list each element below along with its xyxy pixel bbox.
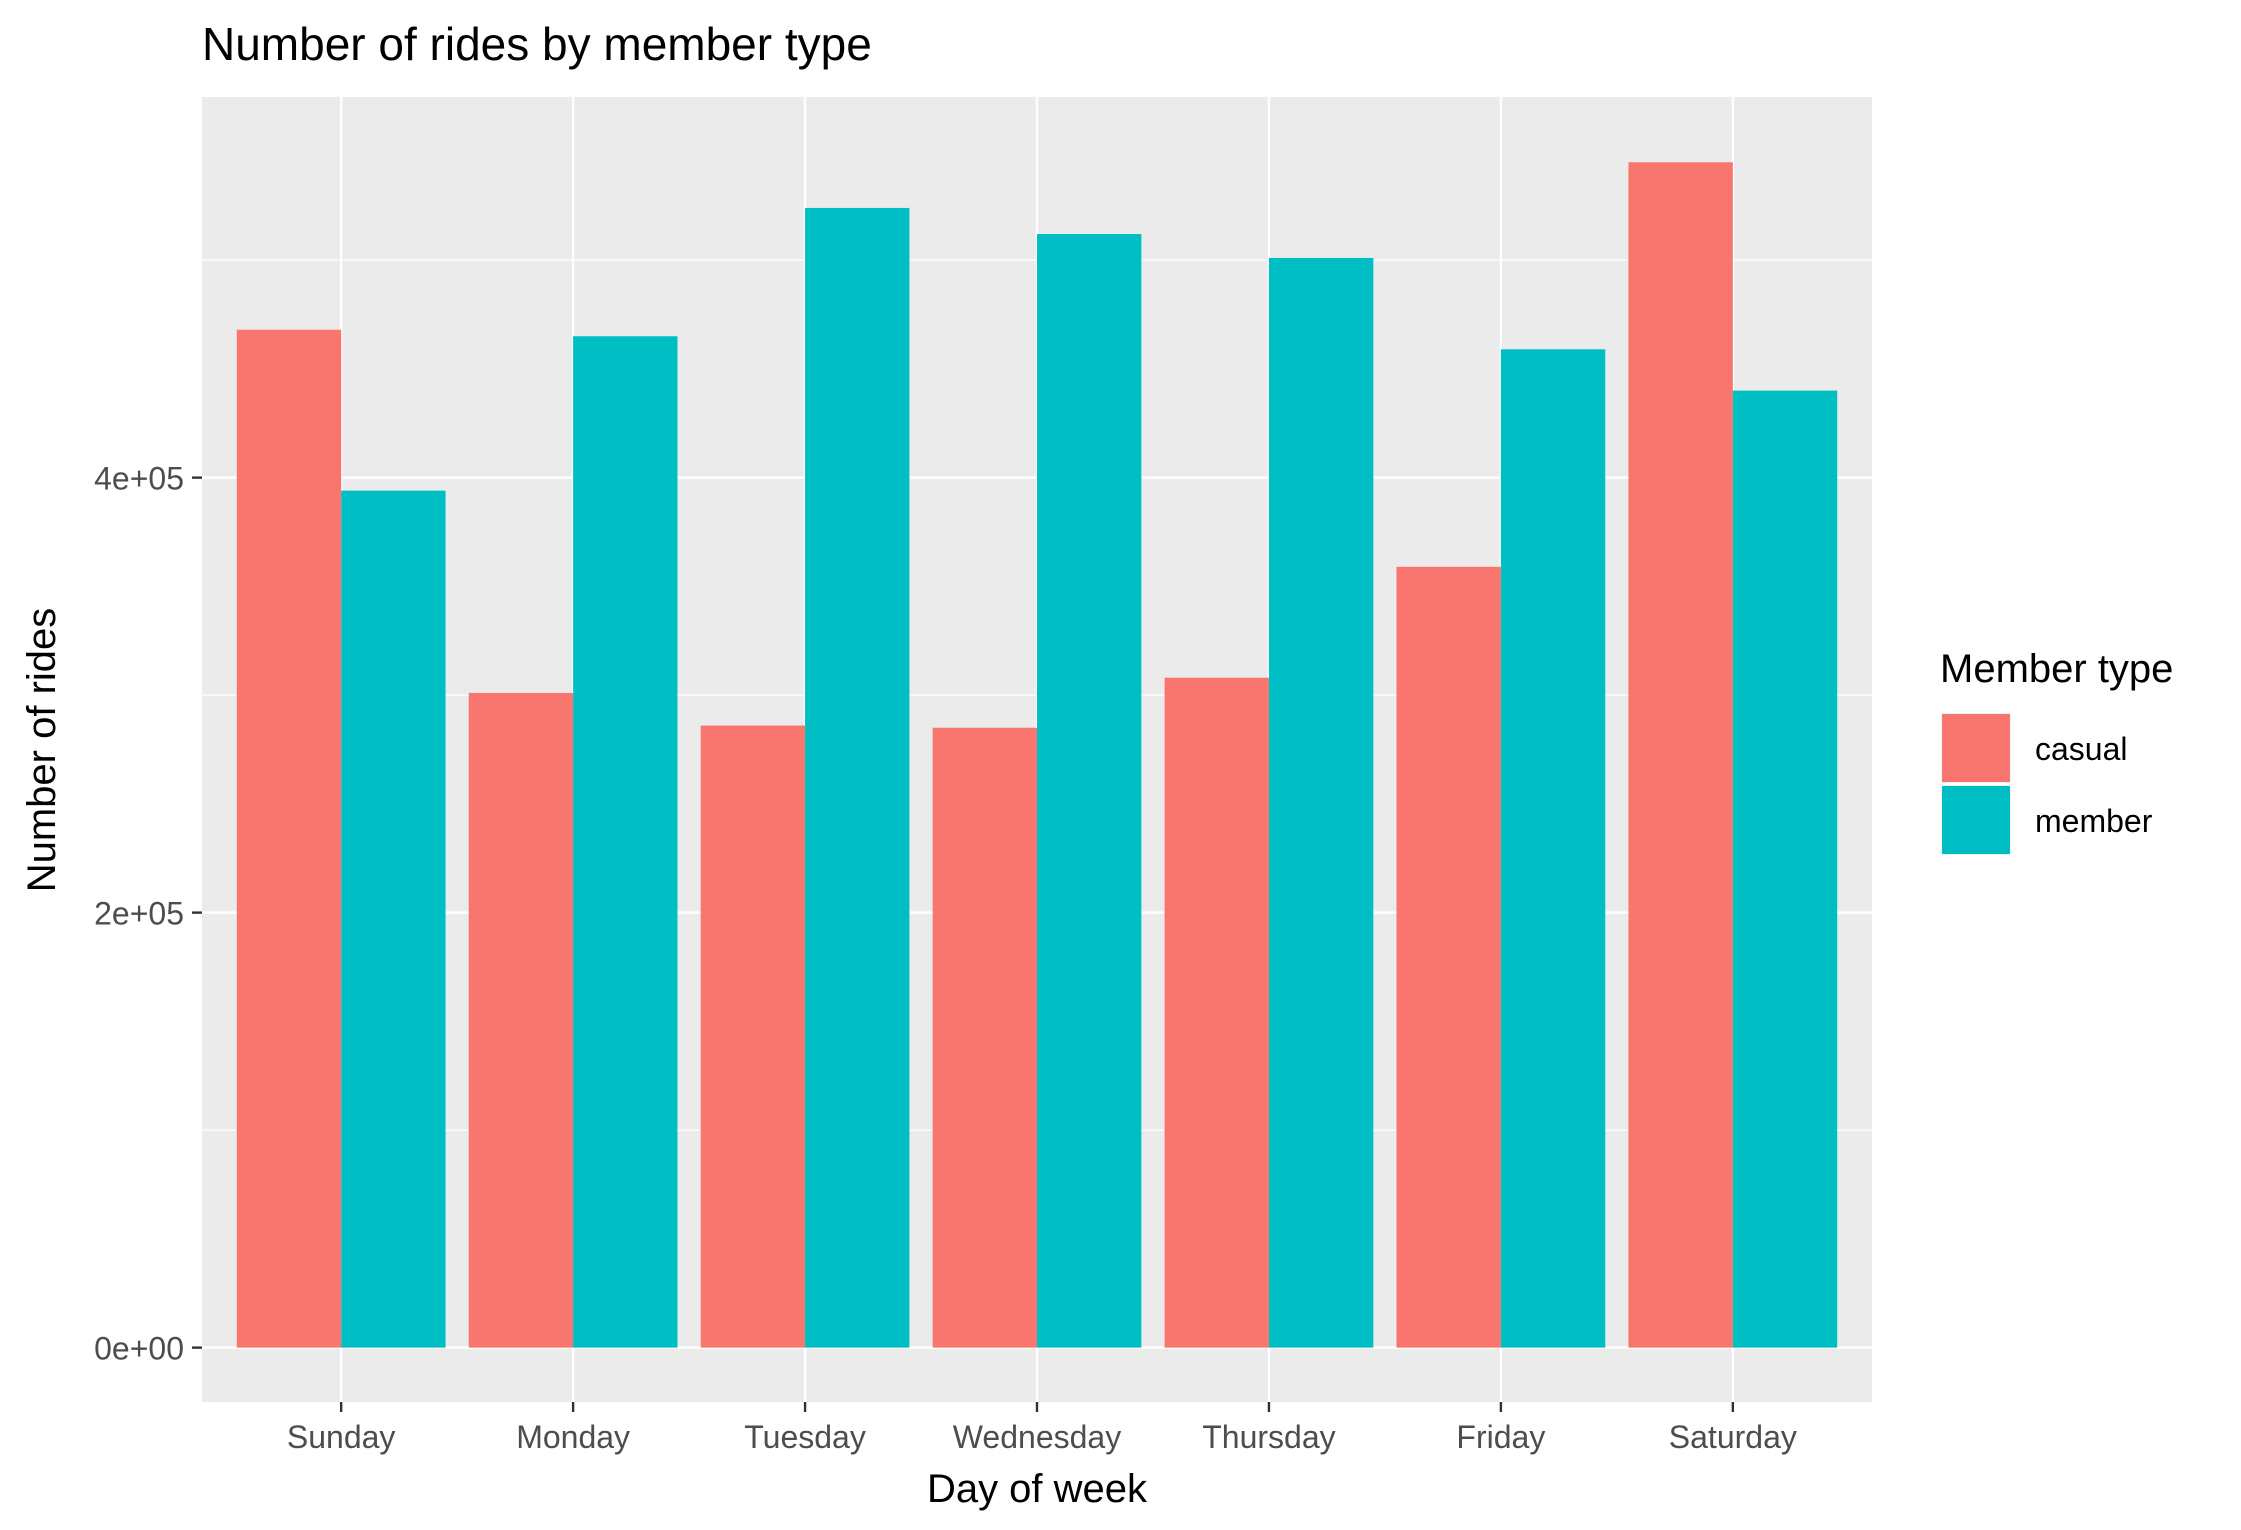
legend-swatch-casual bbox=[1942, 714, 2010, 782]
legend-label-member: member bbox=[2035, 803, 2153, 839]
x-axis: Sunday Monday Tuesday Wednesday Thursday Frid… bbox=[287, 1402, 1797, 1455]
bars-group bbox=[236, 162, 1838, 1348]
bar-casual-saturday bbox=[1628, 162, 1733, 1348]
y-tick-label-2: 4e+05 bbox=[94, 461, 184, 497]
bar-casual-friday bbox=[1396, 566, 1501, 1348]
y-axis-title: Number of rides bbox=[20, 608, 64, 893]
legend-swatch-member bbox=[1942, 786, 2010, 854]
bar-casual-wednesday bbox=[932, 727, 1037, 1348]
x-tick-label-wednesday: Wednesday bbox=[953, 1419, 1121, 1455]
y-axis: 0e+00 2e+05 4e+05 bbox=[94, 461, 202, 1367]
bar-casual-monday bbox=[468, 692, 574, 1348]
x-tick-label-sunday: Sunday bbox=[287, 1419, 396, 1455]
x-tick-label-thursday: Thursday bbox=[1202, 1419, 1335, 1455]
y-tick-label-1: 2e+05 bbox=[94, 896, 184, 932]
legend-title: Member type bbox=[1940, 647, 2173, 691]
y-tick-label-0: 0e+00 bbox=[94, 1331, 184, 1367]
bar-casual-thursday bbox=[1164, 677, 1269, 1348]
bar-member-thursday bbox=[1268, 257, 1374, 1348]
bar-member-friday bbox=[1500, 349, 1606, 1348]
legend-label-casual: casual bbox=[2035, 731, 2128, 767]
x-tick-label-tuesday: Tuesday bbox=[744, 1419, 866, 1455]
x-tick-label-monday: Monday bbox=[516, 1419, 630, 1455]
bar-member-wednesday bbox=[1037, 234, 1142, 1348]
x-axis-title: Day of week bbox=[927, 1467, 1148, 1511]
bar-casual-sunday bbox=[236, 329, 342, 1348]
x-tick-label-saturday: Saturday bbox=[1669, 1419, 1797, 1455]
chart-title: Number of rides by member type bbox=[202, 18, 872, 70]
bar-member-monday bbox=[573, 336, 678, 1348]
bar-casual-tuesday bbox=[700, 725, 806, 1348]
x-tick-label-friday: Friday bbox=[1456, 1419, 1545, 1455]
bar-member-tuesday bbox=[805, 207, 910, 1348]
bar-member-sunday bbox=[341, 490, 446, 1348]
bar-member-saturday bbox=[1732, 390, 1838, 1348]
legend: Member type casual member bbox=[1940, 647, 2173, 855]
